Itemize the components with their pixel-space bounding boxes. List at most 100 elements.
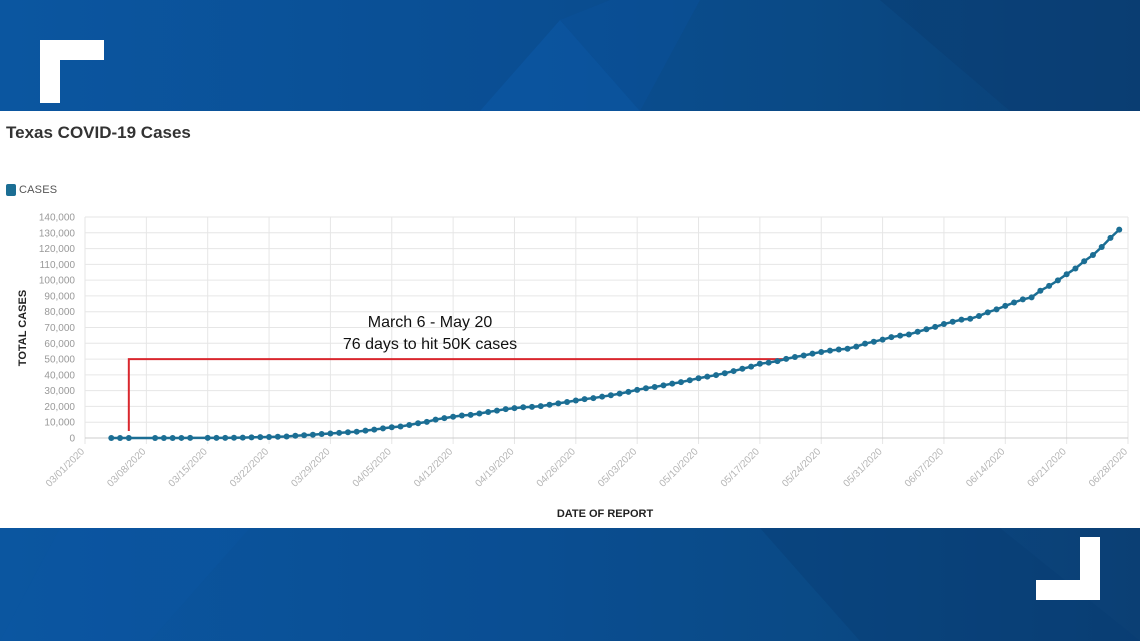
data-point[interactable] bbox=[704, 373, 711, 380]
data-point[interactable] bbox=[178, 434, 185, 441]
data-point[interactable] bbox=[634, 386, 641, 393]
data-point[interactable] bbox=[835, 346, 842, 353]
data-point[interactable] bbox=[993, 306, 1000, 313]
data-point[interactable] bbox=[125, 434, 132, 441]
data-point[interactable] bbox=[353, 428, 360, 435]
data-point[interactable] bbox=[800, 352, 807, 359]
data-point[interactable] bbox=[309, 431, 316, 438]
data-point[interactable] bbox=[564, 398, 571, 405]
data-point[interactable] bbox=[266, 434, 273, 441]
data-point[interactable] bbox=[406, 421, 413, 428]
data-point[interactable] bbox=[1081, 258, 1088, 265]
data-point[interactable] bbox=[231, 434, 237, 441]
data-point[interactable] bbox=[967, 315, 974, 322]
data-point[interactable] bbox=[450, 413, 457, 420]
data-point[interactable] bbox=[493, 407, 500, 414]
data-point[interactable] bbox=[686, 377, 693, 384]
data-point[interactable] bbox=[257, 434, 264, 441]
data-point[interactable] bbox=[248, 434, 255, 441]
data-point[interactable] bbox=[879, 336, 886, 343]
data-point[interactable] bbox=[599, 393, 606, 400]
data-point[interactable] bbox=[529, 403, 535, 410]
data-point[interactable] bbox=[108, 435, 115, 441]
data-point[interactable] bbox=[695, 375, 702, 382]
data-point[interactable] bbox=[590, 395, 597, 402]
data-point[interactable] bbox=[1116, 226, 1123, 233]
data-point[interactable] bbox=[160, 434, 167, 441]
data-point[interactable] bbox=[327, 430, 334, 437]
data-point[interactable] bbox=[476, 410, 483, 417]
data-point[interactable] bbox=[818, 348, 825, 355]
data-point[interactable] bbox=[274, 433, 281, 440]
data-point[interactable] bbox=[423, 418, 430, 425]
data-point[interactable] bbox=[555, 400, 562, 407]
data-point[interactable] bbox=[502, 406, 509, 413]
data-point[interactable] bbox=[1072, 265, 1079, 272]
data-point[interactable] bbox=[415, 420, 422, 427]
data-point[interactable] bbox=[660, 382, 667, 389]
data-point[interactable] bbox=[222, 434, 229, 441]
data-point[interactable] bbox=[467, 411, 474, 418]
data-point[interactable] bbox=[511, 405, 518, 412]
data-point[interactable] bbox=[388, 424, 395, 431]
data-point[interactable] bbox=[1019, 296, 1026, 303]
data-point[interactable] bbox=[581, 396, 588, 403]
data-point[interactable] bbox=[152, 434, 159, 441]
data-point[interactable] bbox=[187, 434, 194, 441]
data-point[interactable] bbox=[292, 432, 299, 439]
data-point[interactable] bbox=[827, 347, 833, 354]
data-point[interactable] bbox=[1107, 234, 1114, 241]
data-point[interactable] bbox=[301, 432, 308, 439]
data-point[interactable] bbox=[774, 358, 781, 365]
data-point[interactable] bbox=[1046, 282, 1053, 289]
data-point[interactable] bbox=[520, 404, 527, 411]
data-point[interactable] bbox=[441, 415, 448, 422]
data-point[interactable] bbox=[318, 430, 325, 437]
data-point[interactable] bbox=[169, 434, 176, 441]
data-point[interactable] bbox=[923, 326, 930, 333]
data-point[interactable] bbox=[1098, 243, 1105, 250]
data-point[interactable] bbox=[607, 392, 614, 399]
data-point[interactable] bbox=[914, 328, 921, 335]
data-point[interactable] bbox=[1063, 271, 1070, 278]
data-point[interactable] bbox=[791, 353, 798, 360]
data-point[interactable] bbox=[748, 363, 755, 370]
data-point[interactable] bbox=[756, 360, 763, 367]
data-point[interactable] bbox=[546, 401, 553, 408]
data-point[interactable] bbox=[625, 388, 632, 395]
data-point[interactable] bbox=[572, 397, 579, 404]
data-point[interactable] bbox=[730, 368, 737, 375]
data-point[interactable] bbox=[949, 318, 956, 325]
data-point[interactable] bbox=[336, 429, 343, 436]
data-point[interactable] bbox=[721, 370, 728, 377]
data-point[interactable] bbox=[1028, 294, 1035, 301]
data-point[interactable] bbox=[669, 380, 676, 387]
data-point[interactable] bbox=[432, 416, 439, 423]
data-point[interactable] bbox=[458, 412, 465, 419]
data-point[interactable] bbox=[616, 390, 623, 397]
data-point[interactable] bbox=[371, 426, 378, 433]
data-point[interactable] bbox=[809, 350, 816, 357]
data-point[interactable] bbox=[958, 316, 965, 323]
data-point[interactable] bbox=[283, 433, 290, 440]
data-point[interactable] bbox=[117, 435, 124, 441]
data-point[interactable] bbox=[932, 323, 939, 330]
data-point[interactable] bbox=[984, 309, 991, 316]
data-point[interactable] bbox=[204, 434, 211, 441]
data-point[interactable] bbox=[765, 359, 772, 366]
data-point[interactable] bbox=[713, 372, 720, 379]
data-point[interactable] bbox=[888, 334, 895, 341]
data-point[interactable] bbox=[642, 385, 649, 392]
data-point[interactable] bbox=[239, 434, 246, 441]
data-point[interactable] bbox=[362, 427, 369, 434]
data-point[interactable] bbox=[739, 365, 746, 372]
data-point[interactable] bbox=[678, 379, 684, 386]
data-point[interactable] bbox=[905, 331, 912, 338]
data-point[interactable] bbox=[213, 434, 220, 441]
data-point[interactable] bbox=[783, 355, 790, 362]
data-point[interactable] bbox=[940, 321, 947, 328]
data-point[interactable] bbox=[1037, 287, 1044, 294]
data-point[interactable] bbox=[844, 345, 851, 352]
data-point[interactable] bbox=[344, 429, 351, 436]
data-point[interactable] bbox=[1054, 277, 1061, 284]
